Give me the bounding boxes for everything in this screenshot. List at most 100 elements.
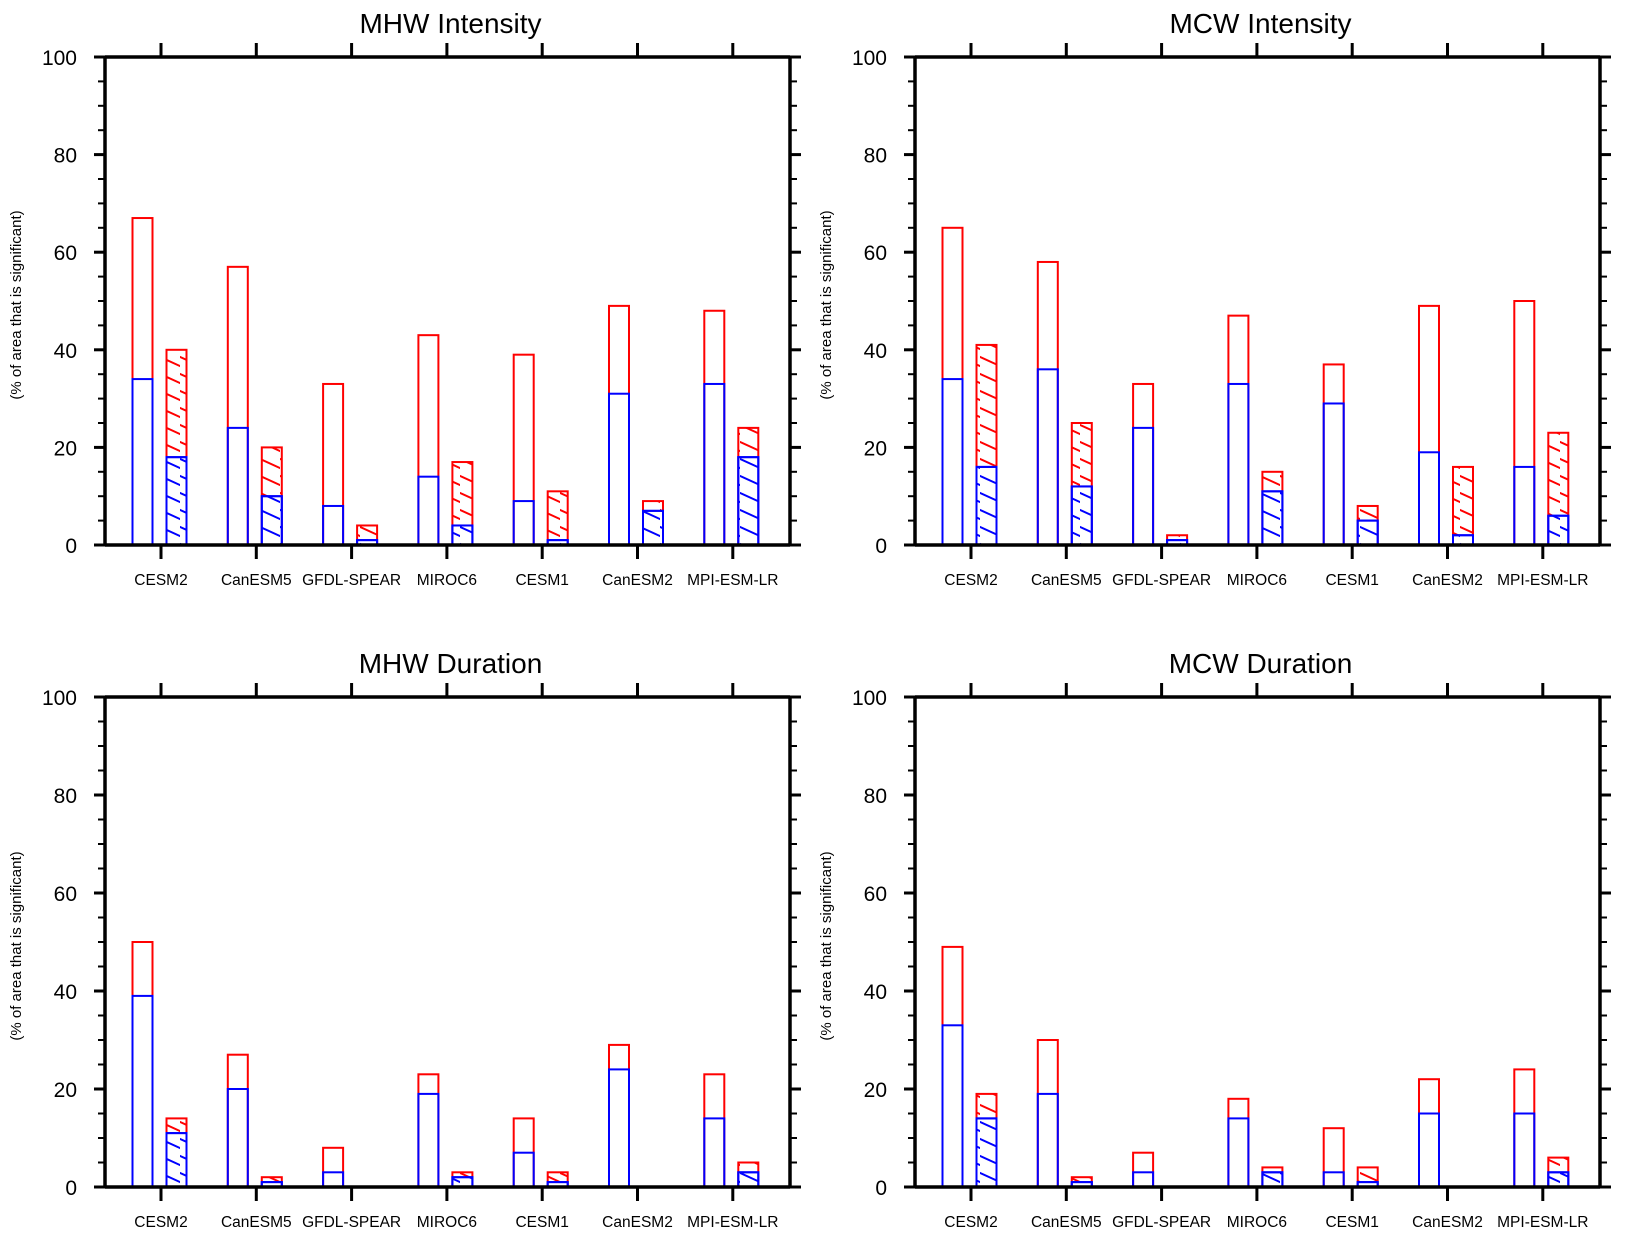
x-tick-label: GFDL-SPEAR (1112, 1214, 1211, 1231)
axes (94, 683, 801, 1201)
x-tick-label: MIROC6 (417, 1214, 477, 1231)
bars-group (941, 226, 1570, 547)
bar-hatch-miroc6-blue (451, 524, 474, 546)
x-tick-label: CanESM2 (1412, 572, 1483, 589)
y-tick-label: 80 (54, 785, 77, 808)
bar-gfdl-spear-open-red (1132, 382, 1155, 546)
y-tick-label: 0 (875, 1177, 887, 1200)
bar-canesm5-open-blue (1036, 1092, 1059, 1189)
bar-canesm5-open-red (226, 1053, 249, 1188)
bar-canesm5-open-blue (1036, 368, 1059, 546)
y-tick-label: 100 (852, 687, 887, 710)
bar-canesm5-open-red (1036, 260, 1059, 546)
y-tick-label: 80 (864, 145, 887, 168)
bar-hatch-mpi-esm-lr-blue (1547, 1171, 1570, 1189)
bar-miroc6-open-red (417, 1073, 440, 1189)
x-tick-label: MIROC6 (1227, 1214, 1287, 1231)
bar-cesm1-open-blue (1322, 402, 1345, 547)
bar-miroc6-open-blue (417, 475, 440, 546)
y-tick-label: 20 (864, 437, 887, 460)
bar-gfdl-spear-open-red (322, 1146, 345, 1189)
y-tick-label: 0 (875, 535, 887, 558)
panel-mhw-duration: MHW Duration (% of area that is signific… (8, 648, 801, 1231)
chart-title: MHW Duration (359, 648, 543, 679)
bar-canesm2-open-blue (1418, 1112, 1440, 1188)
panel-mcw-intensity: MCW Intensity (% of area that is signifi… (818, 8, 1611, 589)
bar-mpi-esm-lr-open-red (1513, 1068, 1536, 1189)
bar-cesm1-open-blue (512, 500, 535, 546)
y-tick-label: 40 (54, 981, 77, 1004)
bar-canesm5-open-red (226, 265, 249, 546)
bar-canesm2-open-blue (608, 1068, 630, 1189)
bar-canesm2-open-red (1418, 304, 1440, 546)
bar-cesm1-open-red (512, 353, 535, 546)
axes (904, 683, 1611, 1201)
bar-hatch-canesm2-blue (642, 509, 664, 546)
x-tick-label: CESM1 (1325, 572, 1378, 589)
y-axis-label: (% of area that is significant) (8, 210, 25, 399)
bar-miroc6-open-red (1227, 314, 1250, 547)
x-tick-label: MPI-ESM-LR (1497, 1214, 1588, 1231)
x-tick-label: MPI-ESM-LR (1497, 572, 1588, 589)
y-tick-label: 20 (864, 1079, 887, 1102)
y-tick-label: 80 (864, 785, 887, 808)
bar-hatch-miroc6-blue (1261, 490, 1284, 547)
x-tick-label: CanESM2 (602, 572, 673, 589)
bar-hatch-mpi-esm-lr-blue (1547, 514, 1570, 546)
bar-cesm2-open-blue (941, 1024, 964, 1189)
bars-group (131, 217, 760, 547)
x-tick-label: CanESM5 (1031, 1214, 1102, 1231)
x-tick-label: CESM2 (944, 1214, 997, 1231)
bar-hatch-cesm2-blue (975, 1117, 998, 1189)
bars-group (941, 945, 1570, 1189)
y-tick-label: 0 (65, 1177, 77, 1200)
bar-hatch-canesm5-blue (1070, 485, 1093, 547)
bar-cesm2-open-blue (131, 994, 154, 1189)
bar-canesm2-open-red (608, 304, 630, 546)
bar-cesm2-open-red (941, 226, 964, 547)
y-tick-label: 60 (54, 242, 77, 265)
bar-mpi-esm-lr-open-red (703, 309, 726, 547)
x-tick-label: MPI-ESM-LR (687, 1214, 778, 1231)
bar-gfdl-spear-open-blue (1132, 426, 1155, 547)
x-tick-label: CanESM2 (602, 1214, 673, 1231)
y-tick-label: 80 (54, 145, 77, 168)
bar-canesm2-open-red (1418, 1078, 1440, 1188)
bar-miroc6-open-blue (1227, 382, 1250, 546)
bar-mpi-esm-lr-open-blue (1513, 1112, 1536, 1188)
bar-cesm2-open-blue (131, 378, 154, 546)
x-tick-label: MIROC6 (417, 572, 477, 589)
bar-miroc6-open-red (1227, 1097, 1250, 1189)
y-tick-label: 20 (54, 437, 77, 460)
bar-cesm1-open-red (1322, 363, 1345, 546)
y-tick-label: 0 (65, 535, 77, 558)
bar-canesm5-open-blue (226, 1088, 249, 1188)
x-tick-label: CESM1 (515, 1214, 568, 1231)
bar-hatch-cesm2-blue (165, 456, 188, 546)
bar-cesm2-open-red (131, 941, 154, 1188)
x-tick-label: CESM1 (515, 572, 568, 589)
y-tick-label: 60 (864, 242, 887, 265)
bar-hatch-cesm2-blue (975, 465, 998, 547)
chart-title: MHW Intensity (359, 8, 541, 39)
bar-hatch-mpi-esm-lr-blue (737, 456, 760, 546)
bar-canesm2-open-blue (1418, 451, 1440, 546)
panel-mcw-duration: MCW Duration (% of area that is signific… (818, 648, 1611, 1231)
bar-mpi-esm-lr-open-red (703, 1073, 726, 1189)
panel-mhw-intensity: MHW Intensity (% of area that is signifi… (8, 8, 801, 589)
bar-cesm1-open-red (1322, 1127, 1345, 1188)
y-tick-label: 100 (852, 47, 887, 70)
x-tick-label: CanESM5 (221, 1214, 292, 1231)
bar-mpi-esm-lr-open-blue (1513, 465, 1536, 547)
bar-mpi-esm-lr-open-blue (703, 382, 726, 546)
x-tick-label: CESM2 (134, 1214, 187, 1231)
x-tick-label: GFDL-SPEAR (302, 572, 401, 589)
bar-mpi-esm-lr-open-red (1513, 300, 1536, 546)
bar-cesm2-open-red (941, 945, 964, 1189)
bar-hatch-canesm5-blue (260, 495, 283, 547)
x-tick-label: CanESM5 (1031, 572, 1102, 589)
bar-hatch-mpi-esm-lr-blue (737, 1171, 760, 1189)
chart-title: MCW Intensity (1169, 8, 1351, 39)
y-axis-label: (% of area that is significant) (818, 210, 835, 399)
